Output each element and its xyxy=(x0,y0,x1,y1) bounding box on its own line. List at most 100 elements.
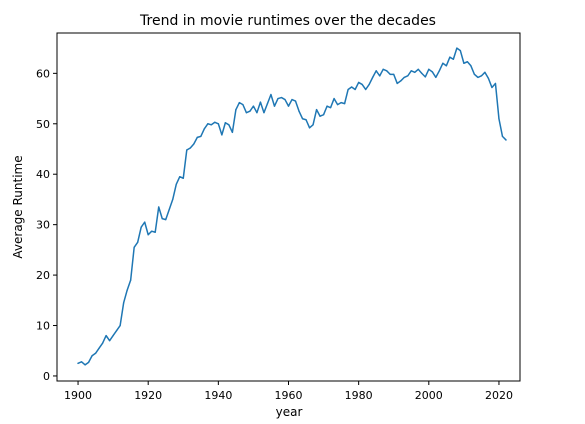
y-tick-label: 20 xyxy=(36,269,50,282)
data-point xyxy=(175,183,177,185)
data-point xyxy=(77,362,79,364)
data-point xyxy=(491,86,493,89)
data-point xyxy=(484,71,486,73)
data-points xyxy=(77,47,507,366)
data-point xyxy=(245,112,248,114)
data-point xyxy=(266,103,269,105)
data-point xyxy=(130,279,132,281)
data-point xyxy=(98,347,100,349)
data-point xyxy=(315,109,318,111)
data-point xyxy=(217,123,219,125)
y-axis-ticks: 0 10 20 30 40 50 60 xyxy=(36,67,57,383)
data-point xyxy=(291,98,293,101)
data-point xyxy=(452,58,454,60)
data-point xyxy=(403,76,405,78)
data-point xyxy=(189,147,191,149)
data-point xyxy=(435,76,437,78)
data-point xyxy=(179,176,181,178)
data-point xyxy=(294,100,297,102)
data-point xyxy=(400,80,402,82)
data-point xyxy=(105,335,107,337)
data-point xyxy=(501,135,504,137)
runtime-series-line xyxy=(77,47,507,366)
data-point xyxy=(249,110,251,112)
data-point xyxy=(410,70,412,72)
data-point xyxy=(224,122,226,124)
data-point xyxy=(414,71,416,73)
data-point xyxy=(396,82,398,85)
data-point xyxy=(84,364,86,366)
data-point xyxy=(109,340,111,342)
data-point xyxy=(221,134,223,136)
data-point xyxy=(242,104,244,106)
data-point xyxy=(87,361,90,363)
data-point xyxy=(361,83,363,86)
data-point xyxy=(358,81,360,84)
data-point xyxy=(407,75,409,77)
data-point xyxy=(368,83,370,86)
data-point xyxy=(487,77,490,79)
data-point xyxy=(123,302,125,304)
y-tick-label: 60 xyxy=(36,67,50,80)
y-tick-label: 10 xyxy=(36,320,50,333)
x-tick-label: 1900 xyxy=(64,389,92,402)
data-point xyxy=(287,105,290,107)
data-point xyxy=(319,115,321,117)
data-point xyxy=(228,124,230,126)
data-point xyxy=(344,103,346,105)
data-point xyxy=(340,102,342,104)
data-point xyxy=(326,105,328,107)
data-point xyxy=(144,221,146,223)
data-point xyxy=(424,76,426,78)
data-point xyxy=(116,329,118,332)
data-point xyxy=(119,324,121,327)
data-point xyxy=(270,93,272,96)
data-point xyxy=(140,226,142,228)
data-point xyxy=(94,352,97,354)
data-point xyxy=(466,61,468,63)
data-point xyxy=(337,104,339,106)
data-point xyxy=(301,118,304,120)
data-point xyxy=(354,88,356,91)
y-tick-label: 30 xyxy=(36,219,50,232)
data-point xyxy=(200,135,202,137)
data-point xyxy=(473,73,476,75)
data-point xyxy=(494,82,497,85)
data-point xyxy=(168,208,170,211)
data-point xyxy=(133,246,135,248)
data-point xyxy=(252,105,255,107)
data-point xyxy=(428,68,430,70)
data-point xyxy=(449,56,451,58)
data-point xyxy=(256,112,258,114)
y-axis-label: Average Runtime xyxy=(11,155,25,258)
data-point xyxy=(382,68,384,70)
data-point xyxy=(379,75,381,77)
data-point xyxy=(154,231,156,233)
data-point xyxy=(280,96,283,99)
data-point xyxy=(312,124,314,126)
x-tick-label: 2000 xyxy=(415,389,443,402)
data-point xyxy=(207,123,209,125)
data-point xyxy=(417,68,419,70)
data-point xyxy=(91,355,93,357)
data-point xyxy=(459,50,461,52)
data-point xyxy=(284,98,286,101)
data-point xyxy=(259,101,262,103)
data-point xyxy=(347,88,349,91)
data-point xyxy=(165,219,167,221)
data-point xyxy=(505,139,507,141)
data-point xyxy=(151,230,153,232)
data-point xyxy=(442,62,444,64)
data-point xyxy=(235,109,237,111)
data-point xyxy=(480,75,483,77)
data-point xyxy=(329,107,332,109)
data-point xyxy=(193,143,195,145)
data-point xyxy=(112,335,114,337)
y-tick-label: 50 xyxy=(36,118,50,131)
data-point xyxy=(161,218,163,220)
data-point xyxy=(273,105,276,107)
data-point xyxy=(196,136,198,138)
x-axis-ticks: 1900 1920 1940 1960 1980 2000 2020 xyxy=(64,381,513,402)
data-point xyxy=(231,131,233,133)
